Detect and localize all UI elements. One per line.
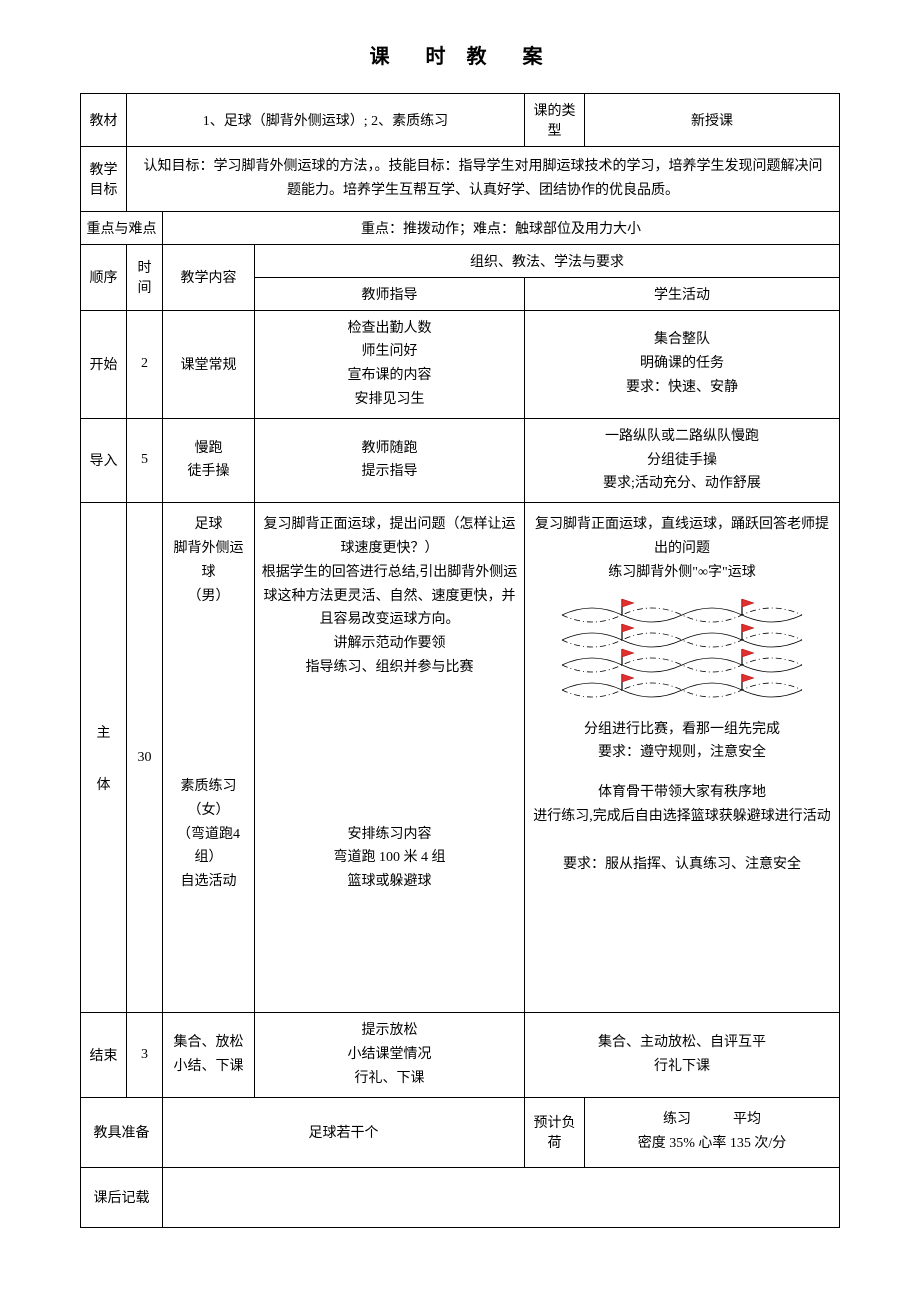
time-intro: 5 bbox=[127, 418, 163, 502]
load-value: 练习 平均 密度 35% 心率 135 次/分 bbox=[585, 1097, 840, 1167]
label-class-type: 课的类型 bbox=[525, 94, 585, 147]
col-student-activity: 学生活动 bbox=[525, 277, 840, 310]
teacher-start: 检查出勤人数 师生问好 宣布课的内容 安排见习生 bbox=[255, 310, 525, 418]
teacher-intro: 教师随跑 提示指导 bbox=[255, 418, 525, 502]
student-main-top: 复习脚背正面运球，直线运球，踊跃回答老师提出的问题 练习脚背外侧"∞字"运球 bbox=[525, 503, 839, 588]
class-type-value: 新授课 bbox=[585, 94, 840, 147]
teacher-main: 复习脚背正面运球，提出问题（怎样让运球速度更快？） 根据学生的回答进行总结,引出… bbox=[255, 503, 525, 1013]
seq-main: 主 体 bbox=[81, 503, 127, 1013]
seq-end: 结束 bbox=[81, 1013, 127, 1097]
col-seq: 顺序 bbox=[81, 244, 127, 310]
tools-value: 足球若干个 bbox=[163, 1097, 525, 1167]
table-row: 重点与难点 重点：推拨动作；难点：触球部位及用力大小 bbox=[81, 211, 840, 244]
content-main: 足球 脚背外侧运球 （男） 素质练习 （女） （弯道跑4 组） 自选活动 bbox=[163, 503, 255, 1013]
label-material: 教材 bbox=[81, 94, 127, 147]
time-start: 2 bbox=[127, 310, 163, 418]
label-load: 预计负荷 bbox=[525, 1097, 585, 1167]
flag-diagram-container bbox=[525, 589, 839, 712]
content-start: 课堂常规 bbox=[163, 310, 255, 418]
table-row: 教具准备 足球若干个 预计负荷 练习 平均 密度 35% 心率 135 次/分 bbox=[81, 1097, 840, 1167]
col-time: 时间 bbox=[127, 244, 163, 310]
time-end: 3 bbox=[127, 1013, 163, 1097]
seq-intro: 导入 bbox=[81, 418, 127, 502]
student-intro: 一路纵队或二路纵队慢跑 分组徒手操 要求;活动充分、动作舒展 bbox=[525, 418, 840, 502]
keypoint-value: 重点：推拨动作；难点：触球部位及用力大小 bbox=[163, 211, 840, 244]
label-keypoint: 重点与难点 bbox=[81, 211, 163, 244]
content-intro: 慢跑 徒手操 bbox=[163, 418, 255, 502]
col-content: 教学内容 bbox=[163, 244, 255, 310]
col-teacher-guide: 教师指导 bbox=[255, 277, 525, 310]
table-row: 开始 2 课堂常规 检查出勤人数 师生问好 宣布课的内容 安排见习生 集合整队 … bbox=[81, 310, 840, 418]
time-main: 30 bbox=[127, 503, 163, 1013]
goal-value: 认知目标：学习脚背外侧运球的方法，。技能目标：指导学生对用脚运球技术的学习，培养… bbox=[127, 147, 840, 212]
col-org-methods: 组织、教法、学法与要求 bbox=[255, 244, 840, 277]
label-afternote: 课后记载 bbox=[81, 1167, 163, 1227]
material-value: 1、足球（脚背外侧运球）; 2、素质练习 bbox=[127, 94, 525, 147]
table-row: 结束 3 集合、放松 小结、下课 提示放松 小结课堂情况 行礼、下课 集合、主动… bbox=[81, 1013, 840, 1097]
table-row: 教学目标 认知目标：学习脚背外侧运球的方法，。技能目标：指导学生对用脚运球技术的… bbox=[81, 147, 840, 212]
content-end: 集合、放松 小结、下课 bbox=[163, 1013, 255, 1097]
table-row: 顺序 时间 教学内容 组织、教法、学法与要求 bbox=[81, 244, 840, 277]
table-row: 主 体 30 足球 脚背外侧运球 （男） 素质练习 （女） （弯道跑4 组） 自… bbox=[81, 503, 840, 1013]
label-goal: 教学目标 bbox=[81, 147, 127, 212]
student-main-cell: 复习脚背正面运球，直线运球，踊跃回答老师提出的问题 练习脚背外侧"∞字"运球 bbox=[525, 503, 840, 1013]
student-end: 集合、主动放松、自评互平 行礼下课 bbox=[525, 1013, 840, 1097]
flag-diagram-icon bbox=[535, 593, 829, 703]
seq-start: 开始 bbox=[81, 310, 127, 418]
table-row: 课后记载 bbox=[81, 1167, 840, 1227]
afternote-value bbox=[163, 1167, 840, 1227]
student-main-bot: 体育骨干带领大家有秩序地 进行练习,完成后自由选择篮球获躲避球进行活动 要求：服… bbox=[525, 771, 839, 886]
page-title: 课 时 教 案 bbox=[80, 40, 840, 69]
student-start: 集合整队 明确课的任务 要求：快速、安静 bbox=[525, 310, 840, 418]
student-main-mid: 分组进行比赛，看那一组先完成 要求：遵守规则，注意安全 bbox=[525, 712, 839, 772]
table-row: 教材 1、足球（脚背外侧运球）; 2、素质练习 课的类型 新授课 bbox=[81, 94, 840, 147]
teacher-end: 提示放松 小结课堂情况 行礼、下课 bbox=[255, 1013, 525, 1097]
label-tools: 教具准备 bbox=[81, 1097, 163, 1167]
table-row: 导入 5 慢跑 徒手操 教师随跑 提示指导 一路纵队或二路纵队慢跑 分组徒手操 … bbox=[81, 418, 840, 502]
lesson-plan-table: 教材 1、足球（脚背外侧运球）; 2、素质练习 课的类型 新授课 教学目标 认知… bbox=[80, 93, 840, 1228]
